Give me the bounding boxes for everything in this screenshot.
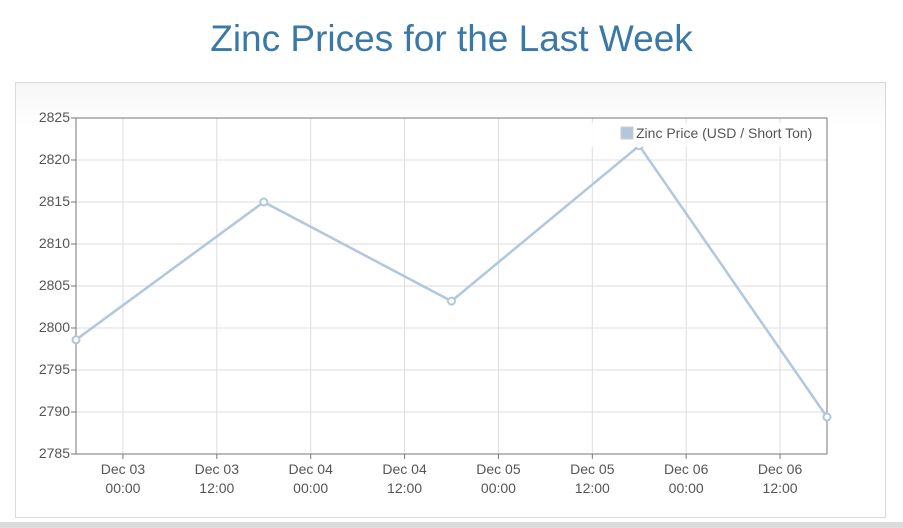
- legend-background: [561, 123, 823, 147]
- x-tick-label-time: 12:00: [575, 480, 610, 496]
- y-tick-label: 2815: [39, 193, 70, 209]
- data-point: [259, 197, 269, 207]
- line-chart: 2785 2790 2795 2800 2805 2810 2815 2820 2825 Dec …: [39, 109, 832, 496]
- x-tick-label-date: Dec 06: [758, 461, 803, 477]
- x-tick-label-date: Dec 04: [382, 461, 427, 477]
- y-tick-label: 2810: [39, 235, 70, 251]
- x-tick-label-time: 00:00: [293, 480, 328, 496]
- chart-title: Zinc Prices for the Last Week: [210, 18, 693, 59]
- chart-panel: 2785 2790 2795 2800 2805 2810 2815 2820 2825 Dec …: [15, 82, 886, 518]
- x-tick-label-time: 12:00: [387, 480, 422, 496]
- x-tick-label-date: Dec 03: [101, 461, 146, 477]
- x-tick-label-date: Dec 05: [570, 461, 615, 477]
- x-tick-label-time: 12:00: [763, 480, 798, 496]
- x-tick-label-date: Dec 05: [476, 461, 521, 477]
- plot-border: [75, 117, 828, 455]
- y-tick-label: 2795: [39, 361, 70, 377]
- data-point: [822, 412, 832, 422]
- x-tick-label-date: Dec 04: [289, 461, 334, 477]
- x-tick-label-date: Dec 06: [664, 461, 709, 477]
- x-tick-label-time: 00:00: [669, 480, 704, 496]
- legend-swatch: [620, 126, 634, 140]
- y-tick-label: 2790: [39, 403, 70, 419]
- y-tick-label: 2825: [39, 109, 70, 125]
- data-point: [447, 296, 456, 306]
- data-point: [71, 335, 81, 345]
- y-tick-label: 2800: [39, 319, 70, 335]
- y-tick-label: 2820: [39, 151, 70, 167]
- page-bottom-border: [0, 522, 903, 528]
- legend-label: Zinc Price (USD / Short Ton): [636, 125, 812, 141]
- y-tick-label: 2805: [39, 277, 70, 293]
- x-tick-label-time: 00:00: [105, 480, 140, 496]
- x-tick-label-date: Dec 03: [195, 461, 240, 477]
- x-tick-label-time: 00:00: [481, 480, 516, 496]
- y-tick-label: 2785: [39, 445, 70, 461]
- x-tick-label-time: 12:00: [199, 480, 234, 496]
